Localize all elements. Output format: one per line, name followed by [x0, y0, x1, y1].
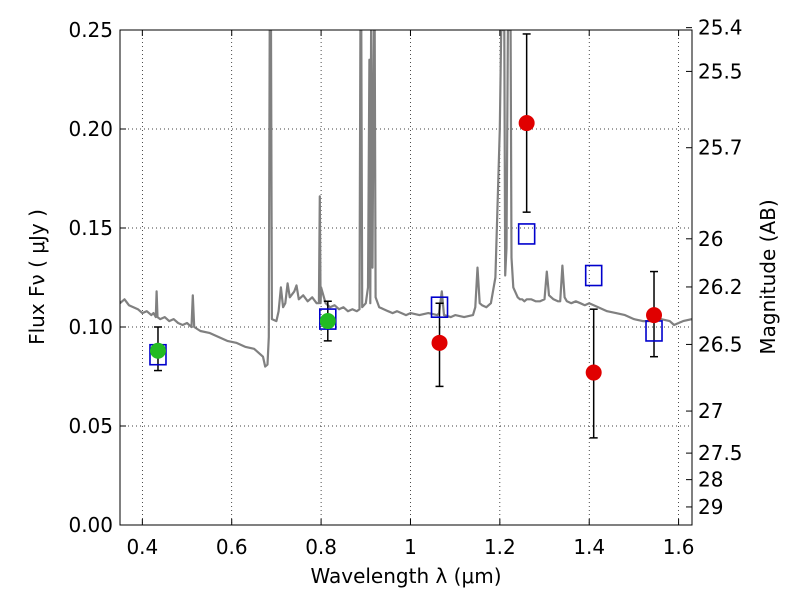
x-tick-label: 1.6: [663, 535, 695, 559]
spectrum-line: [120, 30, 692, 368]
y2-tick-label: 26.5: [698, 332, 743, 356]
x-tick-label: 0.6: [216, 535, 248, 559]
y-tick-label: 0.00: [68, 513, 113, 537]
y2-tick-label: 25.4: [698, 16, 743, 40]
plot-frame: [119, 29, 693, 526]
x-axis-label: Wavelength λ (μm): [310, 564, 501, 588]
observed-point: [149, 342, 166, 359]
model-square-point: [517, 223, 536, 245]
y-tick-label: 0.25: [68, 18, 113, 42]
observed-point: [319, 313, 336, 330]
y-axis: 0.00 0.05 0.10 0.15 0.20 0.25: [68, 18, 126, 537]
x-axis: 0.4 0.6 0.8 1 1.2 1.4 1.6: [126, 30, 695, 559]
x-tick-label: 0.8: [305, 535, 337, 559]
y2-tick-label: 25.5: [698, 59, 743, 83]
plot-background: [120, 30, 692, 525]
observed-point: [646, 307, 663, 324]
observed-point: [585, 364, 602, 381]
x-tick-label: 0.4: [126, 535, 158, 559]
model-square-point: [430, 296, 449, 319]
y2-tick-label: 27.5: [698, 441, 743, 465]
y2-tick-label: 25.7: [698, 136, 743, 160]
x-tick-label: 1.2: [484, 535, 516, 559]
model-square-point: [584, 264, 603, 287]
x-tick-label: 1.4: [573, 535, 605, 559]
y2-tick-label: 27: [698, 399, 723, 423]
y2-axis: 25.4 25.5 25.7 26 26.2 26.5 27 27.5 28 29: [686, 16, 743, 519]
y-tick-label: 0.05: [68, 414, 113, 438]
y2-axis-label: Magnitude (AB): [756, 199, 780, 354]
y-tick-label: 0.20: [68, 117, 113, 141]
plot-content: [120, 30, 692, 439]
y2-tick-label: 28: [698, 468, 723, 492]
x-tick-label: 1: [404, 535, 417, 559]
observed-point: [431, 334, 448, 351]
y2-tick-label: 29: [698, 495, 723, 519]
y-axis-label: Flux Fν ( μJy ): [25, 209, 49, 345]
y2-tick-label: 26.2: [698, 275, 743, 299]
y2-tick-label: 26: [698, 227, 723, 251]
y-tick-label: 0.10: [68, 315, 113, 339]
observed-point: [518, 115, 535, 132]
model-square-point: [318, 308, 337, 330]
y-tick-label: 0.15: [68, 216, 113, 240]
